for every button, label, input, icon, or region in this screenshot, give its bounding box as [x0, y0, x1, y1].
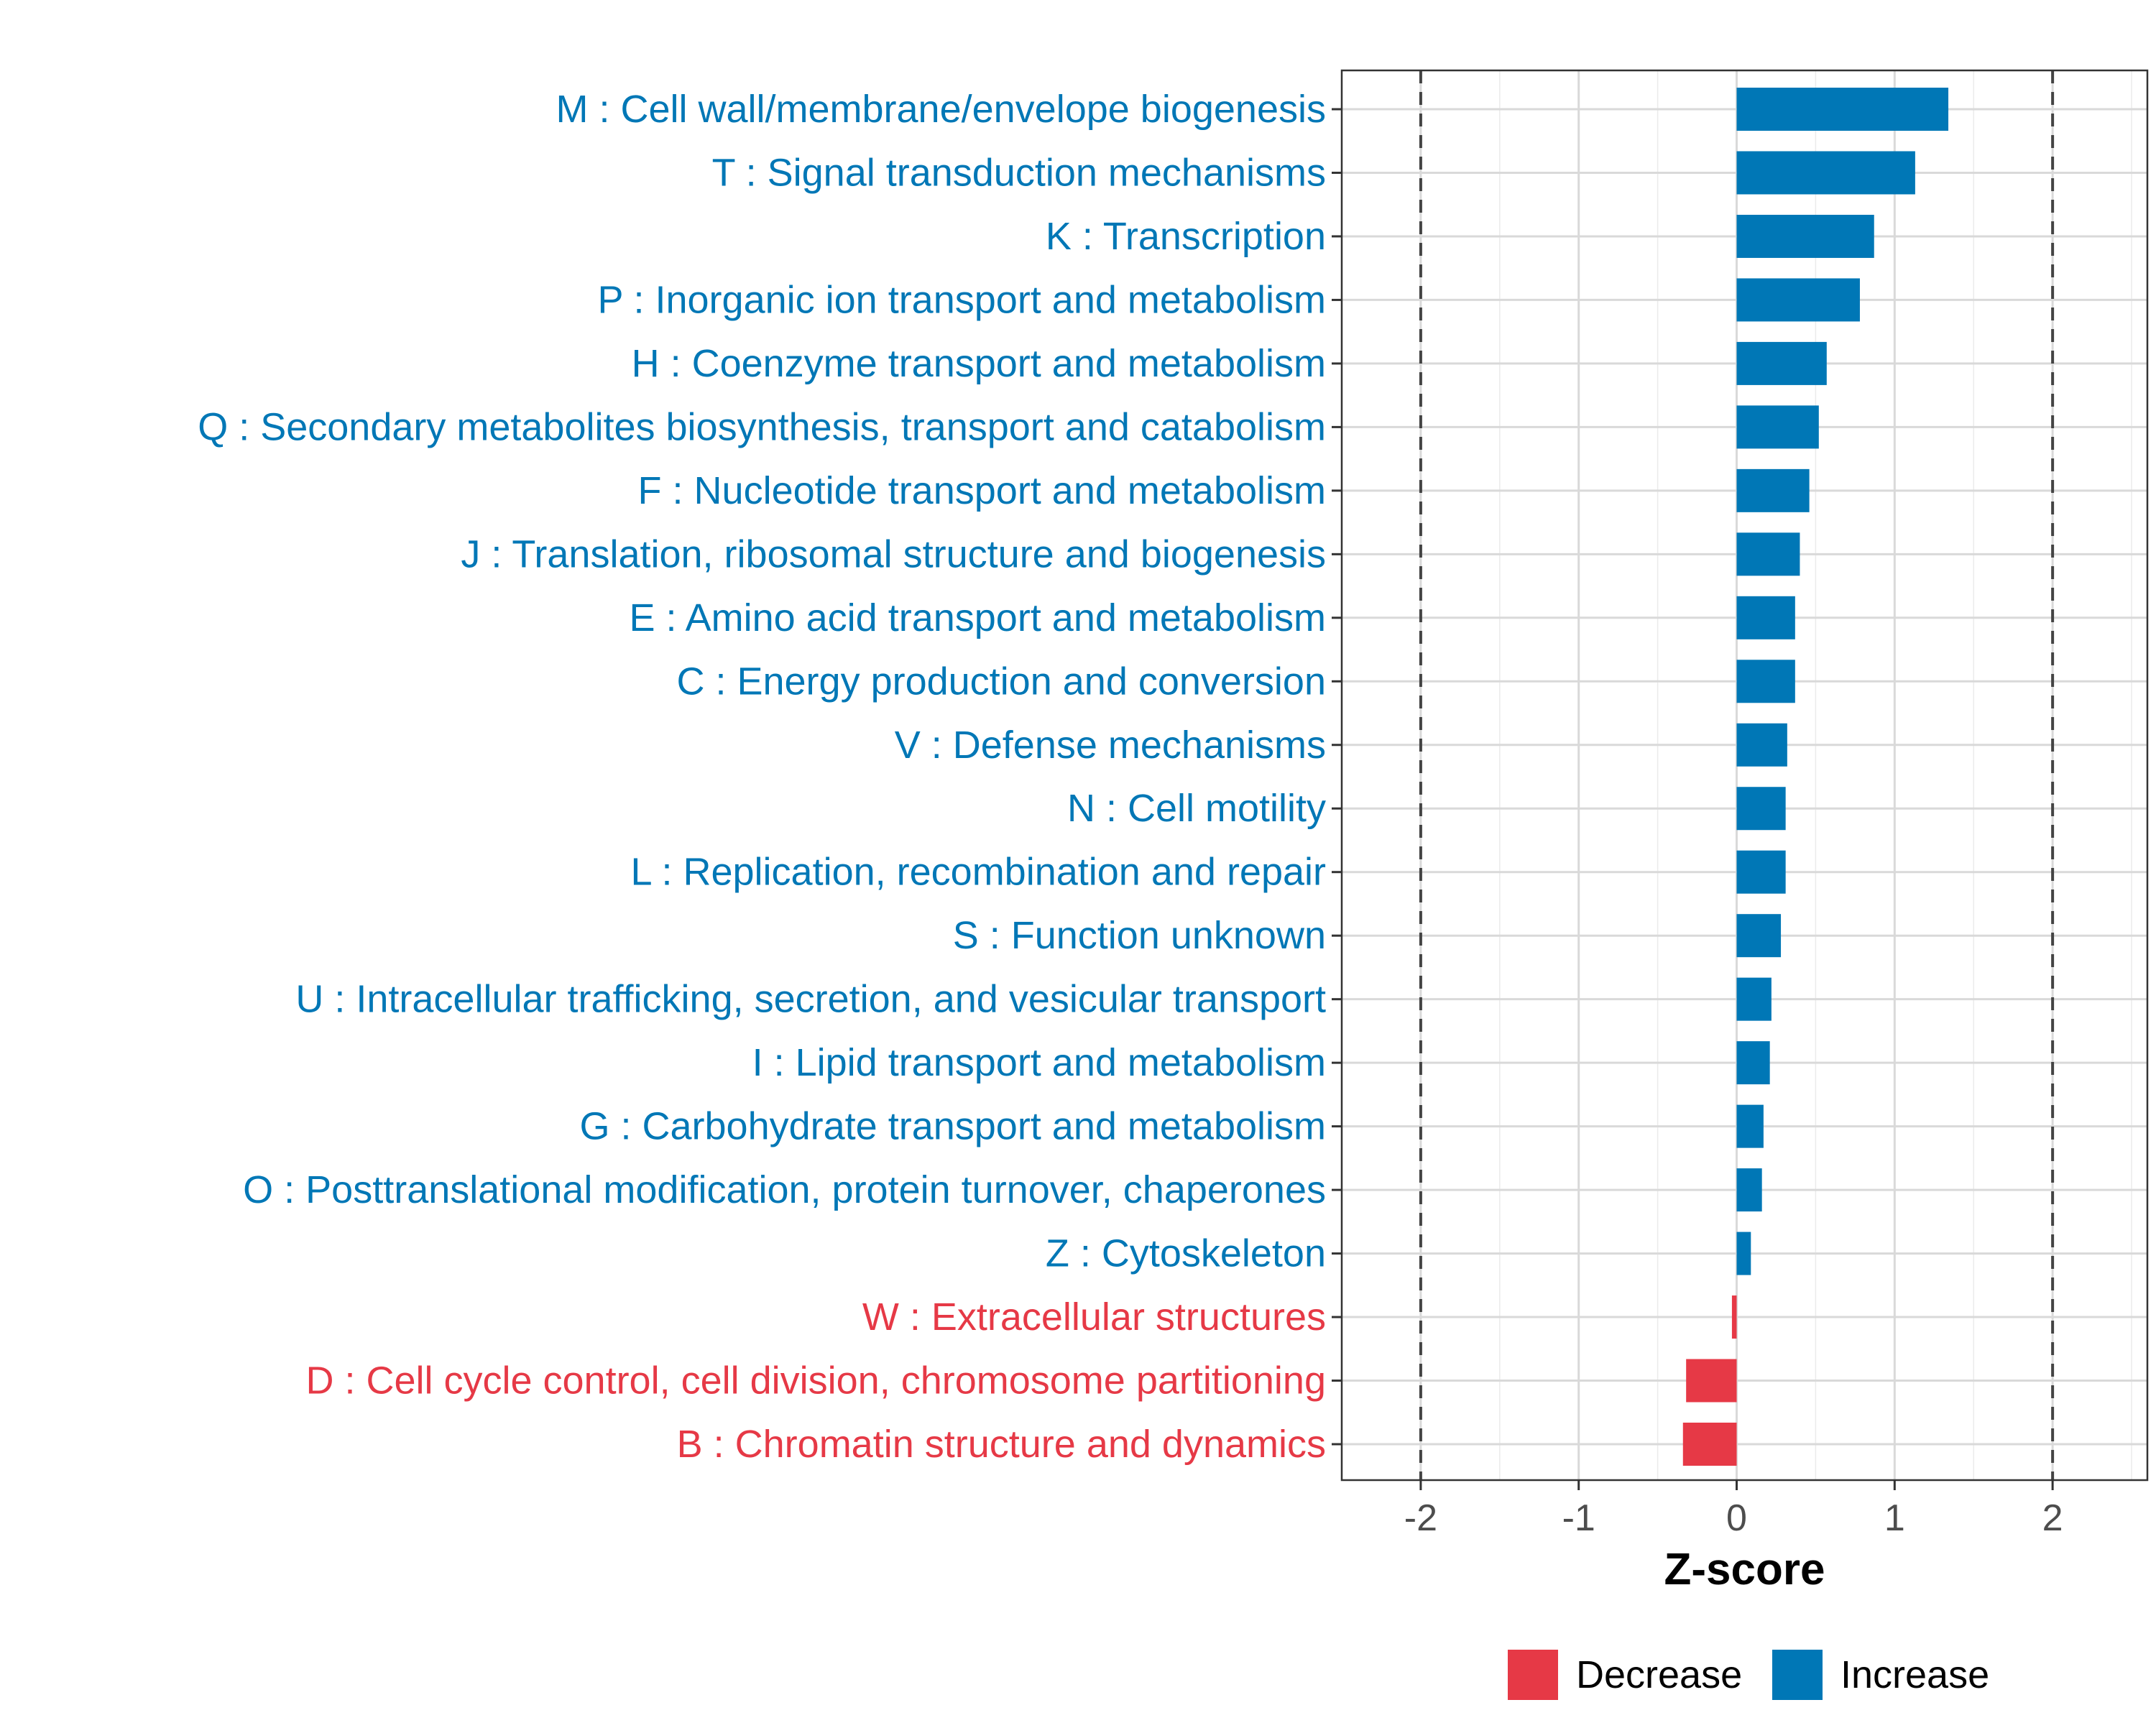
category-label: O : Posttranslational modification, prot…: [243, 1168, 1326, 1211]
bar: [1736, 1104, 1764, 1148]
category-label: F : Nucleotide transport and metabolism: [638, 469, 1326, 512]
category-label: T : Signal transduction mechanisms: [712, 151, 1326, 194]
bar: [1736, 977, 1772, 1021]
legend-swatch: [1772, 1650, 1823, 1700]
category-label: E : Amino acid transport and metabolism: [630, 596, 1326, 639]
y-axis-ticks: [1332, 108, 1342, 1446]
legend: Decrease Increase: [1508, 1650, 1989, 1700]
category-label: I : Lipid transport and metabolism: [752, 1041, 1326, 1084]
bar: [1736, 1232, 1751, 1275]
panel-border: [1340, 69, 2149, 1482]
bar: [1736, 532, 1800, 576]
category-label: N : Cell motility: [1067, 787, 1326, 830]
x-tick-label: 2: [2042, 1497, 2063, 1539]
x-axis-title: Z-score: [1664, 1545, 1825, 1594]
category-label: V : Defense mechanisms: [895, 724, 1326, 767]
legend-label: Decrease: [1576, 1653, 1742, 1696]
category-label: P : Inorganic ion transport and metaboli…: [597, 278, 1326, 321]
bar: [1731, 1295, 1737, 1339]
x-tick-label: -1: [1562, 1497, 1595, 1539]
bar: [1736, 405, 1819, 449]
legend-swatch: [1508, 1650, 1558, 1700]
x-tick-label: 1: [1884, 1497, 1905, 1539]
bar: [1736, 723, 1787, 767]
y-axis-labels: M : Cell wall/membrane/envelope biogenes…: [198, 88, 1326, 1466]
category-label: Q : Secondary metabolites biosynthesis, …: [198, 405, 1326, 448]
reference-lines: [1419, 70, 2055, 1480]
bar: [1736, 151, 1915, 195]
category-label: D : Cell cycle control, cell division, c…: [305, 1359, 1326, 1403]
bar: [1736, 660, 1795, 703]
category-label: U : Intracellular trafficking, secretion…: [295, 978, 1326, 1021]
bar: [1736, 1041, 1770, 1085]
category-label: Z : Cytoskeleton: [1046, 1232, 1326, 1275]
bar: [1736, 341, 1827, 385]
category-label: B : Chromatin structure and dynamics: [677, 1423, 1326, 1466]
bar: [1736, 278, 1860, 322]
bar: [1736, 914, 1782, 958]
category-label: J : Translation, ribosomal structure and…: [461, 532, 1326, 576]
bar: [1682, 1423, 1737, 1466]
bar: [1736, 596, 1795, 639]
bar: [1736, 787, 1786, 831]
bar: [1686, 1359, 1737, 1403]
bars-layer: [1682, 88, 1949, 1466]
category-label: K : Transcription: [1046, 215, 1326, 258]
bar: [1736, 214, 1874, 258]
category-label: W : Extracellular structures: [862, 1295, 1326, 1339]
bar: [1736, 468, 1810, 512]
category-label: G : Carbohydrate transport and metabolis…: [580, 1105, 1327, 1148]
bar: [1736, 1168, 1762, 1212]
category-label: H : Coenzyme transport and metabolism: [632, 342, 1326, 385]
bar: [1736, 88, 1949, 131]
legend-label: Increase: [1841, 1653, 1989, 1696]
category-label: S : Function unknown: [953, 914, 1326, 957]
x-axis-ticks: -2 -1 0 1 2: [1404, 1480, 2063, 1539]
x-tick-label: 0: [1726, 1497, 1747, 1539]
bar: [1736, 850, 1786, 894]
category-label: M : Cell wall/membrane/envelope biogenes…: [556, 88, 1326, 131]
category-label: C : Energy production and conversion: [676, 660, 1326, 703]
x-tick-label: -2: [1404, 1497, 1437, 1539]
category-label: L : Replication, recombination and repai…: [630, 851, 1326, 894]
